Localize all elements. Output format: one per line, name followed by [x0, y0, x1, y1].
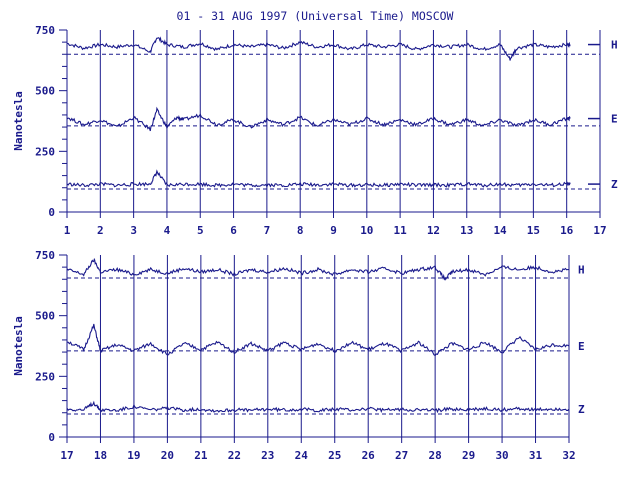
series-h-line: [66, 36, 571, 61]
x-tick-label: 16: [560, 224, 574, 237]
series-e-line: [66, 106, 571, 132]
x-tick-label: 23: [261, 449, 274, 462]
x-tick-label: 28: [429, 449, 442, 462]
x-tick-label: 8: [297, 224, 304, 237]
x-tick-label: 19: [127, 449, 140, 462]
series-label-e: E: [578, 340, 585, 353]
series-h-line: [66, 257, 570, 281]
x-tick-label: 20: [161, 449, 174, 462]
x-tick-label: 15: [527, 224, 540, 237]
x-tick-label: 7: [264, 224, 271, 237]
y-tick-label: 250: [35, 370, 55, 383]
x-tick-label: 31: [529, 449, 543, 462]
x-tick-label: 11: [394, 224, 408, 237]
x-tick-label: 2: [97, 224, 104, 237]
x-tick-label: 24: [295, 449, 309, 462]
y-tick-label: 0: [48, 206, 55, 219]
y-tick-label: 0: [48, 431, 55, 444]
x-tick-label: 22: [228, 449, 241, 462]
y-tick-label: 250: [35, 145, 55, 158]
y-axis-label: Nanotesla: [12, 91, 25, 151]
y-tick-label: 500: [35, 85, 55, 98]
x-tick-label: 9: [330, 224, 337, 237]
y-axis-label: Nanotesla: [12, 316, 25, 376]
series-e-line: [66, 323, 570, 357]
series-z-line: [66, 169, 571, 189]
x-tick-label: 13: [460, 224, 473, 237]
x-tick-label: 4: [164, 224, 171, 237]
x-tick-label: 10: [360, 224, 373, 237]
x-tick-label: 17: [60, 449, 73, 462]
x-tick-label: 32: [562, 449, 575, 462]
x-tick-label: 18: [94, 449, 107, 462]
x-tick-label: 30: [495, 449, 508, 462]
x-tick-label: 21: [194, 449, 208, 462]
x-tick-label: 25: [328, 449, 341, 462]
panel-bottom: 17 18 19 20 21 22 23 24 25 26 27 28 29 30 31 32 0 250 500 7…: [12, 249, 585, 462]
x-tick-label: 5: [197, 224, 204, 237]
x-tick-label: 26: [362, 449, 376, 462]
x-tick-label: 29: [462, 449, 475, 462]
series-label-h: H: [611, 39, 618, 52]
x-tick-label: 3: [130, 224, 137, 237]
panel-top: 1 2 3 4 5 6 7 8 9 10 11 12 13 14 15 16 170250500750Nanot…: [12, 24, 618, 237]
x-tick-label: 1: [64, 224, 71, 237]
x-tick-label: 27: [395, 449, 408, 462]
y-tick-label: 500: [35, 310, 55, 323]
series-z-line: [66, 400, 570, 414]
x-tick-label: 14: [493, 224, 507, 237]
chart-title: 01 - 31 AUG 1997 (Universal Time) MOSCOW: [177, 9, 454, 23]
series-label-e: E: [611, 113, 618, 126]
y-tick-label: 750: [35, 24, 55, 37]
x-tick-label: 17: [593, 224, 606, 237]
x-tick-label: 12: [427, 224, 440, 237]
y-tick-label: 750: [35, 249, 55, 262]
x-tick-label: 6: [230, 224, 237, 237]
series-label-z: Z: [578, 403, 585, 416]
series-label-z: Z: [611, 178, 618, 191]
series-label-h: H: [578, 264, 585, 277]
